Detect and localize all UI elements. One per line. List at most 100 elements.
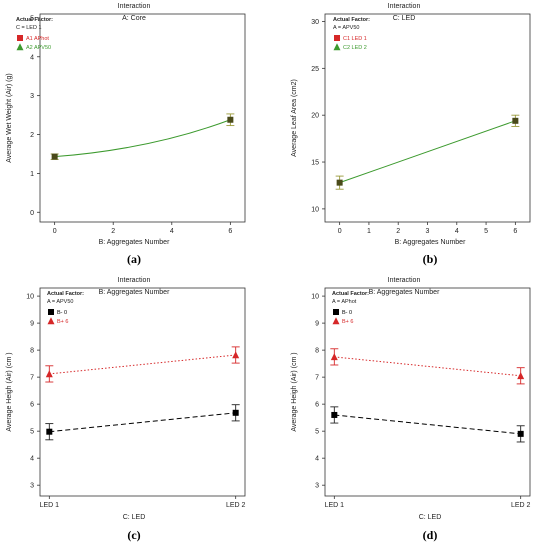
chart4-xlabel: C: LED [419, 514, 442, 521]
chart4-legend-marker [332, 317, 340, 325]
chart3-ytick-label: 6 [30, 402, 34, 409]
chart2-title: Interaction [388, 3, 421, 10]
chart4-series-line [334, 414, 521, 435]
chart4-title: Interaction [388, 277, 421, 284]
chart2-xtick-label: 5 [484, 228, 488, 235]
chart1-ytick-label: 3 [30, 93, 34, 100]
chart1-panel-label: (a) [127, 252, 141, 266]
chart4-plot-frame [324, 287, 531, 497]
chart1-ytick-label: 4 [30, 54, 34, 61]
chart1-series-line [54, 119, 231, 158]
chart4-legend-label: B+ 6 [342, 319, 353, 325]
chart1-ytick-label: 1 [30, 171, 34, 178]
chart2-ytick-label: 15 [311, 160, 319, 167]
chart2-series-line [339, 120, 516, 184]
chart2-xtick-label: 2 [396, 228, 400, 235]
chart1-legend-subtitle: C = LED 1 [16, 25, 42, 31]
chart4-ytick-label: 5 [315, 429, 319, 436]
chart1-ytick-label: 2 [30, 132, 34, 139]
chart2-ylabel: Average Leaf Area (cm2) [291, 79, 298, 157]
chart3-data-point [46, 428, 53, 435]
chart2-legend-label: C1 LED 1 [343, 36, 367, 42]
chart3-data-point [232, 351, 240, 359]
chart1-xtick-label: 4 [170, 228, 174, 235]
chart3-legend-label: B- 0 [57, 310, 67, 316]
chart3-panel-label: (c) [127, 528, 140, 542]
chart2-xlabel: B: Aggregates Number [395, 239, 466, 246]
chart4-data-point [517, 371, 525, 380]
chart3-title: Interaction [118, 277, 151, 284]
chart4-xtick-label: LED 2 [511, 502, 531, 509]
chart1-title: Interaction [118, 3, 151, 10]
chart2-legend-marker [333, 43, 341, 51]
chart4-ytick-label: 4 [315, 456, 319, 463]
chart1-legend-label: A1 APhot [26, 36, 49, 42]
chart2-legend-subtitle: A = APV50 [333, 25, 359, 31]
chart4-data-point [330, 353, 338, 361]
chart3-ytick-label: 3 [30, 483, 34, 490]
chart1-ylabel: Average Wet Weight (Air) (g) [6, 73, 13, 162]
chart4-ytick-label: 6 [315, 402, 319, 409]
chart1-xtick-label: 2 [111, 228, 115, 235]
chart2-xtick-label: 6 [513, 228, 517, 235]
chart1-ytick-label: 5 [30, 15, 34, 22]
chart2-ytick-label: 10 [311, 206, 319, 213]
chart3-series-line [49, 354, 236, 375]
chart4-legend-subtitle: A = APhot [332, 299, 357, 305]
chart4-ytick-label: 3 [315, 483, 319, 490]
chart2-legend-title: Actual Factor: [333, 17, 370, 23]
chart1-ytick-label: 0 [30, 210, 34, 217]
chart1-subtitle: A: Core [122, 15, 146, 22]
chart3-legend-title: Actual Factor: [47, 291, 84, 297]
chart4-ylabel: Average Heigh (Air) (cm ) [291, 352, 298, 431]
chart3-legend-marker [47, 317, 55, 325]
chart3-data-point [232, 409, 239, 416]
chart1-xtick-label: 6 [228, 228, 232, 235]
chart4-ytick-label: 8 [315, 348, 319, 355]
chart3-ytick-label: 8 [30, 348, 34, 355]
chart2-data-point [512, 117, 519, 124]
chart3-ytick-label: 10 [26, 294, 34, 301]
chart4-ytick-label: 9 [315, 321, 319, 328]
chart4-series-line [334, 356, 521, 377]
chart1-legend-label: A2 APV50 [26, 45, 51, 51]
chart3-xlabel: C: LED [123, 514, 146, 521]
chart2-ytick-label: 25 [311, 66, 319, 73]
chart4-legend-label: B- 0 [342, 310, 352, 316]
chart3-ytick-label: 5 [30, 429, 34, 436]
chart2-ytick-label: 20 [311, 113, 319, 120]
chart1-legend-marker [16, 43, 24, 51]
chart4-legend-title: Actual Factor: [332, 291, 369, 297]
chart4-legend-marker [333, 309, 339, 315]
chart3-ytick-label: 7 [30, 375, 34, 382]
chart1-plot-frame [39, 13, 246, 223]
chart1-legend-title: Actual Factor: [16, 17, 53, 23]
chart2-data-point [336, 179, 343, 186]
chart2-xtick-label: 1 [367, 228, 371, 235]
chart1-legend-marker [17, 35, 23, 41]
chart4-subtitle: B: Aggregates Number [369, 289, 440, 296]
chart3-legend-subtitle: A = APV50 [47, 299, 73, 305]
chart1-data-point [51, 153, 58, 160]
chart4-xtick-label: LED 1 [325, 502, 345, 509]
chart3-ytick-label: 9 [30, 321, 34, 328]
chart2-xtick-label: 0 [338, 228, 342, 235]
chart4-data-point [331, 411, 338, 418]
chart2-panel-label: (b) [423, 252, 438, 266]
chart1-xlabel: B: Aggregates Number [99, 239, 170, 246]
chart2-xtick-label: 3 [426, 228, 430, 235]
chart3-series-line [49, 412, 236, 433]
chart3-subtitle: B: Aggregates Number [99, 289, 170, 296]
chart2-ytick-label: 30 [311, 19, 319, 26]
chart4-data-point [517, 430, 524, 437]
chart2-legend-marker [334, 35, 340, 41]
chart3-legend-label: B+ 6 [57, 319, 68, 325]
chart2-xtick-label: 4 [455, 228, 459, 235]
chart1-xtick-label: 0 [53, 228, 57, 235]
chart3-legend-marker [48, 309, 54, 315]
chart3-plot-frame [39, 287, 246, 497]
chart3-data-point [45, 370, 53, 378]
chart4-ytick-label: 7 [315, 375, 319, 382]
chart4-ytick-label: 10 [311, 294, 319, 301]
chart3-xtick-label: LED 1 [40, 502, 60, 509]
